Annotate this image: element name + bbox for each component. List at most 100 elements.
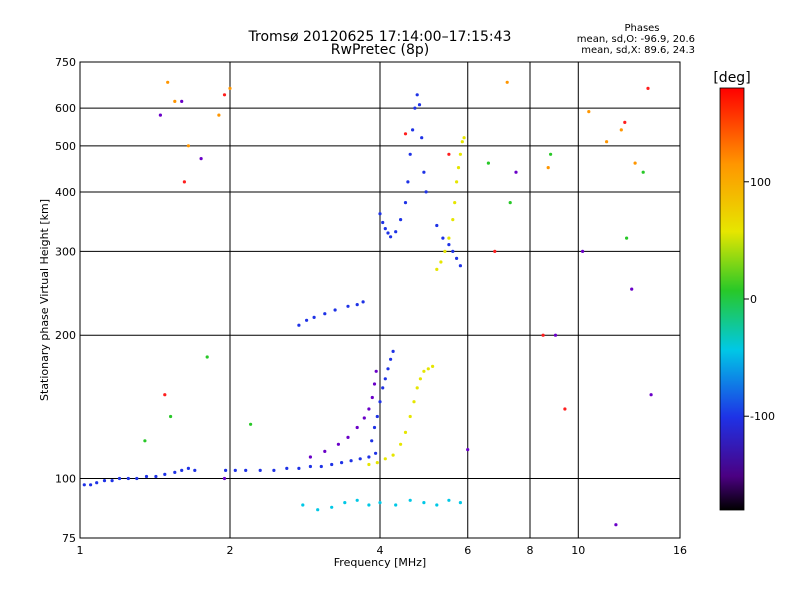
data-point bbox=[386, 367, 390, 371]
colorbar-tick-label: 100 bbox=[750, 176, 771, 189]
data-point bbox=[135, 476, 139, 481]
data-point bbox=[205, 355, 209, 359]
data-point bbox=[456, 166, 461, 170]
x-tick-label: 2 bbox=[227, 544, 234, 557]
plot-frame bbox=[79, 61, 681, 539]
data-point bbox=[381, 386, 385, 390]
y-tick-label: 750 bbox=[55, 56, 76, 69]
y-tick-label: 200 bbox=[55, 329, 76, 342]
data-point bbox=[297, 323, 301, 327]
data-point bbox=[408, 498, 412, 502]
data-point bbox=[367, 455, 371, 459]
data-point bbox=[453, 201, 457, 205]
data-point bbox=[110, 479, 114, 483]
data-point bbox=[316, 508, 320, 512]
data-point bbox=[391, 349, 395, 353]
data-point bbox=[403, 430, 408, 434]
data-point bbox=[447, 236, 451, 240]
data-point bbox=[447, 498, 451, 502]
data-point bbox=[340, 461, 344, 465]
data-point bbox=[180, 99, 184, 103]
data-point bbox=[308, 455, 312, 459]
data-point bbox=[553, 333, 558, 337]
data-point bbox=[422, 501, 426, 505]
data-point bbox=[163, 393, 167, 397]
legend-phase-x: mean, sd,X: 89.6, 24.3 bbox=[581, 45, 695, 56]
data-point bbox=[415, 386, 419, 390]
colorbar-tick-label: 0 bbox=[750, 293, 757, 306]
data-point bbox=[173, 99, 177, 103]
data-point bbox=[169, 414, 173, 419]
x-tick-label: 8 bbox=[527, 544, 534, 557]
data-point bbox=[403, 201, 408, 205]
x-tick-label: 4 bbox=[377, 544, 384, 557]
data-point bbox=[199, 157, 203, 161]
data-point bbox=[154, 474, 158, 479]
data-point bbox=[408, 152, 412, 156]
data-point bbox=[381, 220, 385, 225]
data-point bbox=[367, 462, 371, 467]
data-point bbox=[587, 110, 591, 114]
data-point bbox=[383, 377, 387, 381]
data-point bbox=[367, 407, 371, 411]
y-tick-label: 300 bbox=[55, 245, 76, 258]
data-point bbox=[144, 474, 149, 479]
data-point bbox=[399, 442, 403, 446]
data-point bbox=[349, 459, 353, 463]
data-point bbox=[455, 180, 459, 184]
data-point bbox=[319, 464, 323, 469]
data-point bbox=[343, 501, 347, 505]
data-point bbox=[370, 439, 374, 443]
data-point bbox=[126, 476, 130, 481]
data-point bbox=[361, 300, 365, 304]
data-point bbox=[372, 425, 377, 430]
data-point bbox=[458, 501, 462, 505]
data-point bbox=[389, 357, 393, 361]
data-point bbox=[186, 466, 190, 470]
data-point bbox=[173, 470, 177, 474]
data-point bbox=[383, 457, 387, 461]
x-tick-label: 10 bbox=[571, 544, 585, 557]
data-point bbox=[563, 407, 567, 411]
data-point bbox=[426, 367, 430, 371]
x-tick-label: 1 bbox=[77, 544, 84, 557]
data-point bbox=[389, 235, 393, 239]
data-point bbox=[186, 144, 190, 148]
y-tick-label: 500 bbox=[55, 140, 76, 153]
data-point bbox=[508, 201, 512, 205]
data-point bbox=[258, 468, 262, 472]
x-tick-label: 6 bbox=[464, 544, 471, 557]
data-point bbox=[193, 468, 197, 472]
data-point bbox=[391, 453, 395, 457]
data-point bbox=[435, 503, 439, 507]
data-point bbox=[458, 152, 462, 156]
y-tick-label: 400 bbox=[55, 186, 76, 199]
data-point bbox=[102, 479, 107, 483]
data-point bbox=[549, 152, 553, 156]
data-point bbox=[394, 230, 398, 234]
data-point bbox=[374, 451, 378, 455]
data-point bbox=[447, 152, 451, 156]
data-point bbox=[378, 400, 382, 404]
data-point bbox=[166, 80, 170, 84]
data-point bbox=[222, 476, 227, 481]
data-point bbox=[378, 212, 382, 216]
data-point bbox=[415, 93, 419, 97]
data-point bbox=[394, 503, 398, 507]
data-point bbox=[486, 161, 490, 165]
data-point bbox=[411, 128, 415, 132]
data-point bbox=[308, 464, 312, 469]
data-point bbox=[412, 400, 416, 404]
data-point bbox=[375, 414, 379, 419]
data-point bbox=[418, 377, 422, 381]
data-point bbox=[447, 243, 451, 247]
data-point bbox=[228, 86, 232, 90]
data-point bbox=[330, 462, 334, 467]
data-point bbox=[224, 468, 228, 472]
data-point bbox=[336, 442, 340, 446]
data-point bbox=[619, 128, 623, 132]
data-point bbox=[367, 503, 371, 507]
data-point bbox=[249, 422, 253, 426]
data-point bbox=[466, 448, 470, 452]
data-point bbox=[451, 218, 455, 222]
